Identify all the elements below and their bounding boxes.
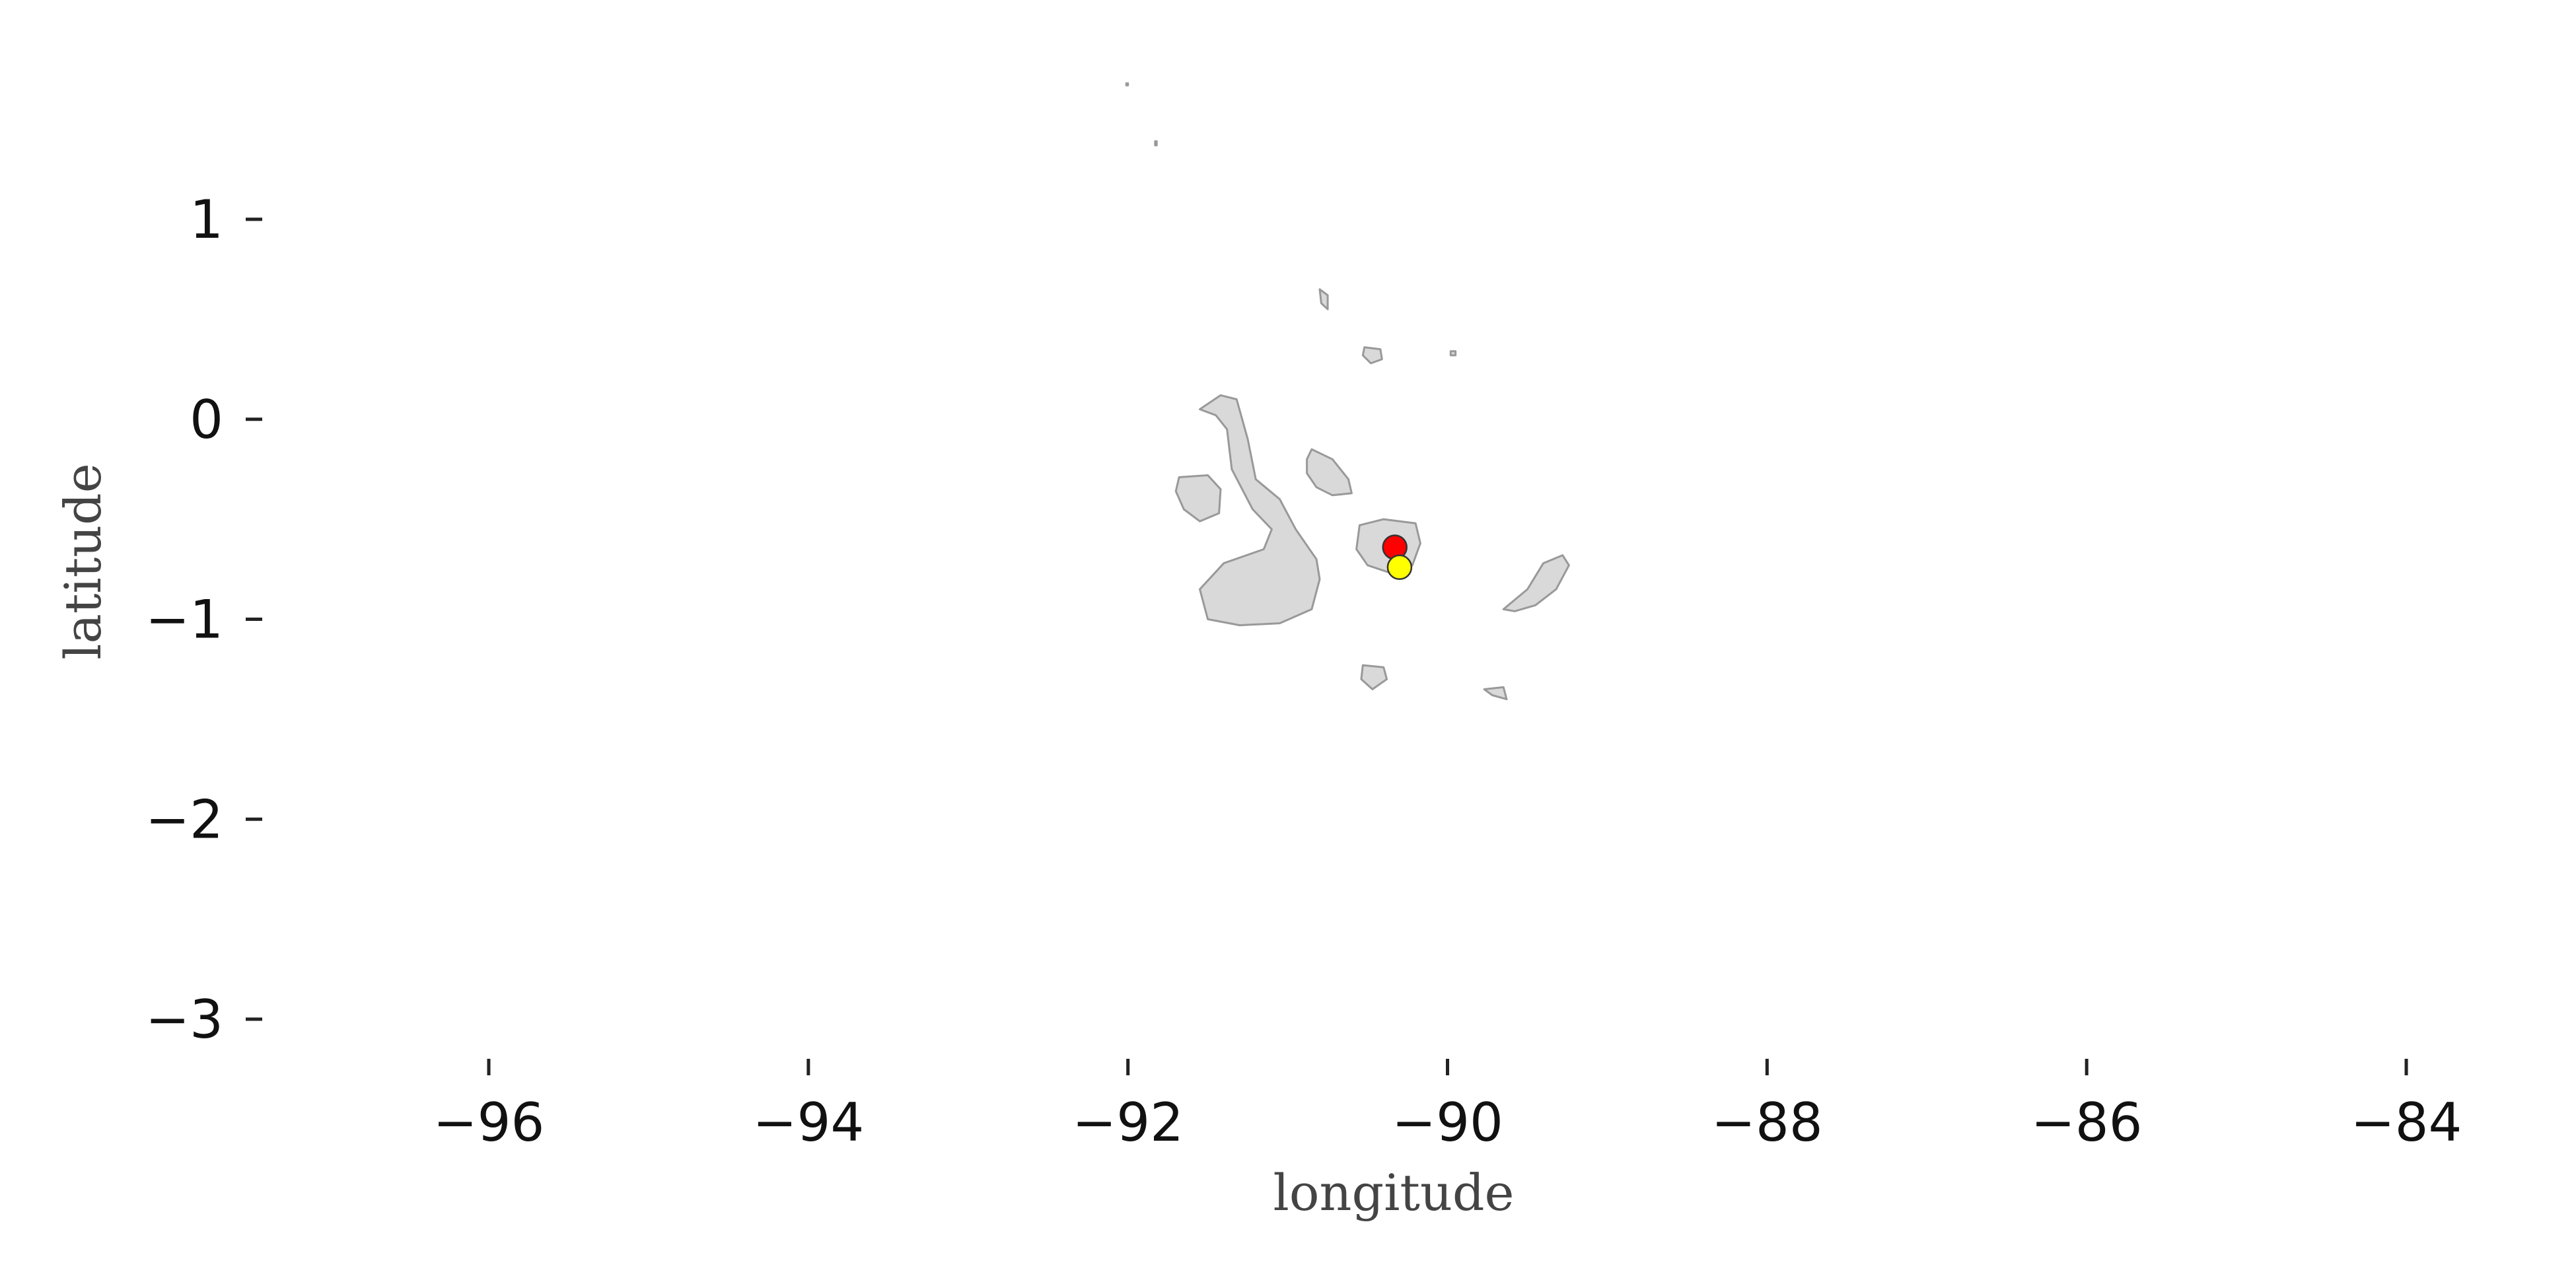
- island-pinta: [1320, 289, 1328, 309]
- island-floreana: [1361, 665, 1387, 689]
- x-tick-label: −96: [433, 1092, 545, 1153]
- y-tick-label: 0: [190, 389, 223, 450]
- x-tick-label: −94: [752, 1092, 864, 1153]
- x-tick-label: −92: [1072, 1092, 1184, 1153]
- island-wolf: [1155, 141, 1157, 145]
- x-axis-title: longitude: [1273, 1163, 1514, 1222]
- y-tick-label: 1: [190, 189, 223, 250]
- y-tick-label: −1: [145, 589, 223, 651]
- x-tick-label: −84: [2351, 1092, 2462, 1153]
- island-marchena: [1363, 347, 1382, 363]
- y-axis: 1 0 −1 −2 −3: [145, 189, 262, 1050]
- island-fernandina: [1176, 476, 1221, 522]
- island-espanola: [1484, 687, 1507, 699]
- x-tick-label: −90: [1392, 1092, 1503, 1153]
- island-santiago: [1307, 449, 1352, 495]
- island-san-cristobal: [1503, 555, 1569, 612]
- y-tick-label: −3: [145, 989, 223, 1050]
- islands-layer: [1126, 83, 1569, 699]
- x-tick-label: −86: [2031, 1092, 2143, 1153]
- island-genovesa: [1450, 351, 1455, 355]
- y-tick-label: −2: [145, 789, 223, 850]
- map-point-2: [1388, 555, 1412, 579]
- x-axis: −96 −94 −92 −90 −88 −86 −84: [433, 1059, 2462, 1153]
- island-darwin: [1126, 83, 1128, 85]
- x-tick-label: −88: [1711, 1092, 1823, 1153]
- y-axis-title: latitude: [54, 463, 112, 660]
